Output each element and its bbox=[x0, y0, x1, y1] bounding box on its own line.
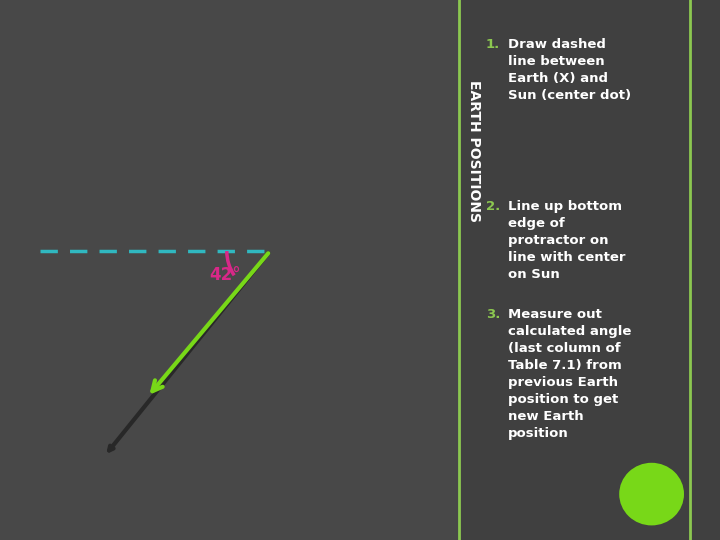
Bar bbox=[459, 0, 720, 540]
Text: 2.: 2. bbox=[486, 200, 500, 213]
Text: EARTH POSITIONS: EARTH POSITIONS bbox=[467, 80, 481, 222]
Text: Draw dashed
line between
Earth (X) and
Sun (center dot): Draw dashed line between Earth (X) and S… bbox=[508, 38, 631, 102]
Text: 42°: 42° bbox=[209, 266, 240, 285]
Text: 1.: 1. bbox=[486, 38, 500, 51]
Text: Measure out
calculated angle
(last column of
Table 7.1) from
previous Earth
posi: Measure out calculated angle (last colum… bbox=[508, 308, 631, 440]
Text: 3.: 3. bbox=[486, 308, 500, 321]
Ellipse shape bbox=[619, 463, 684, 525]
Text: Line up bottom
edge of
protractor on
line with center
on Sun: Line up bottom edge of protractor on lin… bbox=[508, 200, 625, 281]
